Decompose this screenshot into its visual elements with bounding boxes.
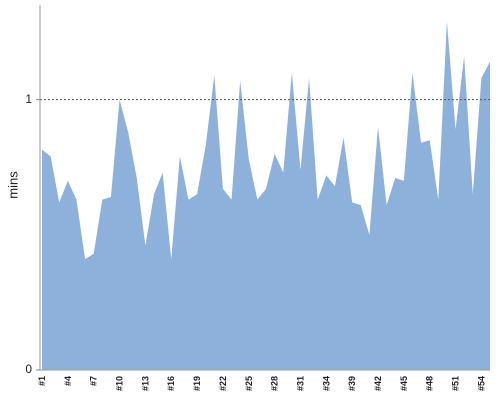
x-tick-label: #45 bbox=[399, 376, 409, 391]
x-tick-label: #4 bbox=[63, 376, 73, 386]
area bbox=[42, 21, 490, 370]
x-tick-label: #7 bbox=[89, 376, 99, 386]
y-tick-label: 0 bbox=[25, 362, 32, 376]
x-tick-label: #34 bbox=[321, 376, 331, 391]
x-tick-label: #51 bbox=[451, 376, 461, 391]
y-tick-label: 1 bbox=[25, 92, 32, 106]
x-tick-label: #48 bbox=[425, 376, 435, 391]
x-tick-label: #13 bbox=[140, 376, 150, 391]
x-tick-label: #25 bbox=[244, 376, 254, 391]
x-tick-label: #19 bbox=[192, 376, 202, 391]
y-axis-label: mins bbox=[5, 171, 20, 199]
x-tick-label: #22 bbox=[218, 376, 228, 391]
x-tick-label: #1 bbox=[37, 376, 47, 386]
x-tick-label: #31 bbox=[295, 376, 305, 391]
x-tick-label: #54 bbox=[476, 376, 486, 391]
x-tick-label: #10 bbox=[115, 376, 125, 391]
x-tick-label: #42 bbox=[373, 376, 383, 391]
x-tick-label: #28 bbox=[270, 376, 280, 391]
x-tick-label: #39 bbox=[347, 376, 357, 391]
x-tick-label: #16 bbox=[166, 376, 176, 391]
